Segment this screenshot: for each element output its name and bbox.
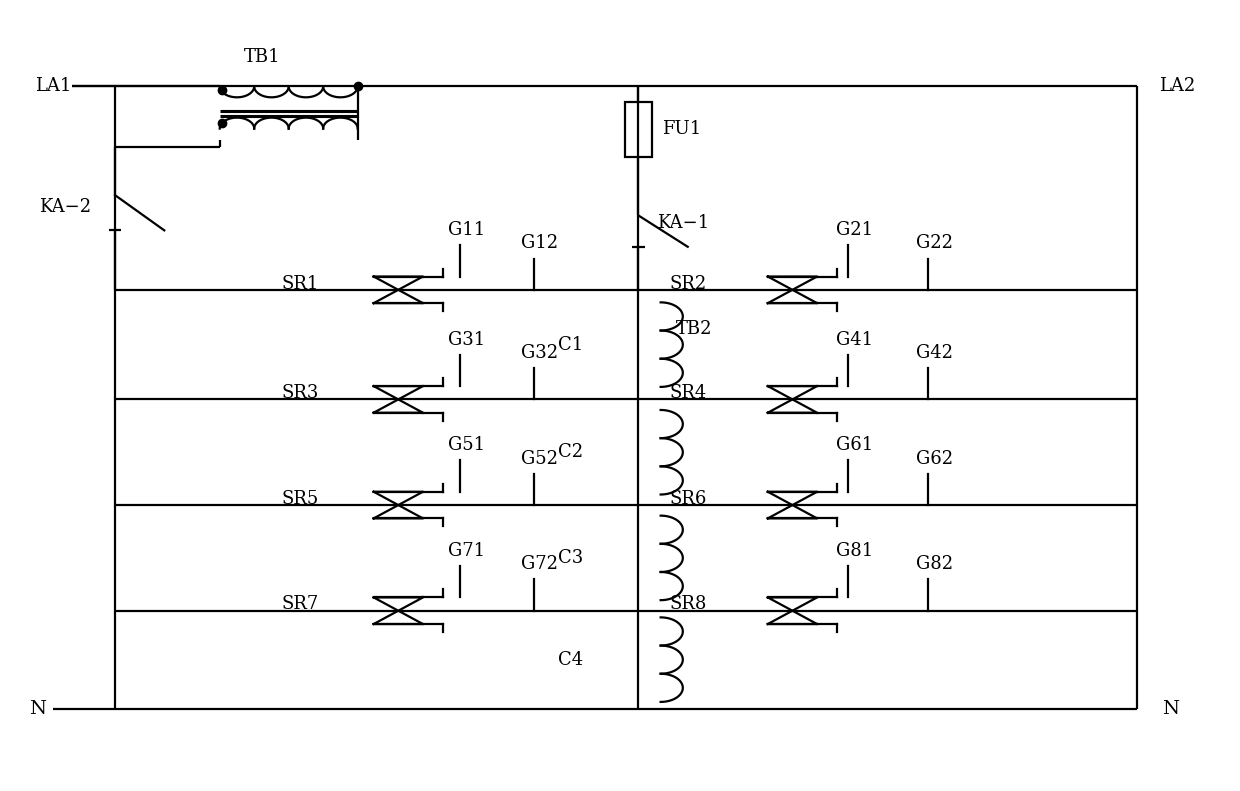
Text: G12: G12 (522, 234, 558, 252)
Text: G22: G22 (915, 234, 952, 252)
Text: G21: G21 (836, 221, 873, 239)
Text: TB2: TB2 (676, 320, 712, 338)
Text: SR5: SR5 (281, 490, 319, 508)
Text: G82: G82 (915, 555, 952, 573)
Text: G31: G31 (448, 331, 485, 349)
Text: FU1: FU1 (662, 120, 701, 138)
Text: LA2: LA2 (1159, 78, 1195, 96)
Text: G11: G11 (448, 221, 485, 239)
Text: G41: G41 (836, 331, 873, 349)
Text: LA1: LA1 (35, 78, 72, 96)
Text: G51: G51 (448, 436, 485, 454)
Text: C4: C4 (558, 651, 584, 668)
Text: G61: G61 (836, 436, 873, 454)
Text: SR3: SR3 (281, 384, 319, 402)
Text: SR1: SR1 (281, 274, 319, 293)
Text: TB1: TB1 (244, 47, 281, 66)
Text: C1: C1 (558, 335, 584, 354)
Text: G71: G71 (448, 542, 485, 560)
Text: G42: G42 (915, 344, 952, 361)
Text: C2: C2 (558, 443, 584, 461)
Bar (625, 102, 652, 157)
Text: KA−2: KA−2 (38, 198, 91, 216)
Text: C3: C3 (558, 549, 584, 567)
Text: SR7: SR7 (281, 596, 319, 614)
Text: N: N (1162, 699, 1179, 717)
Text: G52: G52 (522, 449, 558, 467)
Text: SR8: SR8 (670, 596, 707, 614)
Text: G32: G32 (522, 344, 558, 361)
Text: G81: G81 (836, 542, 873, 560)
Text: SR6: SR6 (670, 490, 707, 508)
Text: G62: G62 (915, 449, 952, 467)
Text: KA−1: KA−1 (657, 214, 709, 233)
Text: N: N (29, 699, 46, 717)
Text: SR2: SR2 (670, 274, 707, 293)
Text: SR4: SR4 (670, 384, 707, 402)
Text: G72: G72 (522, 555, 558, 573)
